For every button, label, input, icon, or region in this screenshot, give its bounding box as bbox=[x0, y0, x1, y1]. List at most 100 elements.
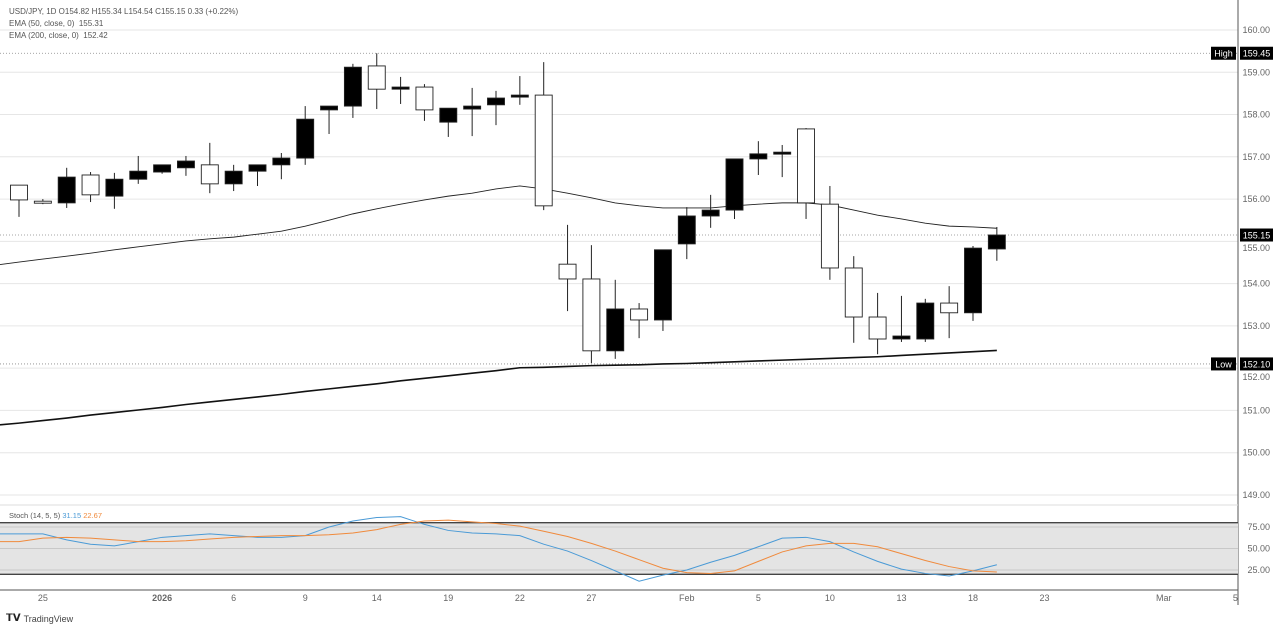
ema50-line-start bbox=[0, 261, 20, 266]
x-tick-label: Mar bbox=[1156, 593, 1172, 603]
candle-up bbox=[463, 105, 482, 110]
stoch-d-value: 22.67 bbox=[83, 511, 103, 520]
y-tick-label: 159.00 bbox=[1242, 67, 1270, 77]
low-tag-value: 152.10 bbox=[1243, 359, 1271, 369]
candle-up bbox=[987, 234, 1006, 250]
tradingview-footer: 𝗧𝗩 TradingView bbox=[6, 613, 73, 624]
candle-up bbox=[176, 160, 195, 169]
candle-up bbox=[654, 249, 672, 321]
candle-down bbox=[200, 164, 219, 185]
candle-up bbox=[487, 97, 505, 106]
low-label-text: Low bbox=[1215, 359, 1232, 369]
candle-up bbox=[272, 157, 291, 166]
ema200-value: 152.42 bbox=[83, 31, 108, 40]
x-tick-label: 5 bbox=[756, 593, 761, 603]
candle-down bbox=[844, 267, 863, 318]
x-tick-label: Feb bbox=[679, 593, 695, 603]
ema50-line bbox=[18, 185, 997, 263]
candle-up bbox=[916, 302, 935, 340]
y-tick-label: 151.00 bbox=[1242, 405, 1270, 415]
candle-up bbox=[701, 209, 720, 217]
y-tick-label: 155.00 bbox=[1242, 243, 1270, 253]
candle-up bbox=[129, 170, 148, 180]
x-tick-label: 14 bbox=[372, 593, 382, 603]
y-tick-label: 160.00 bbox=[1242, 25, 1270, 35]
candle-up bbox=[773, 151, 792, 155]
stoch-tick-label: 25.00 bbox=[1247, 565, 1270, 575]
candle-down bbox=[81, 174, 100, 196]
candle-down bbox=[10, 184, 28, 201]
x-tick-label: 10 bbox=[825, 593, 835, 603]
stoch-tick-label: 50.00 bbox=[1247, 544, 1270, 554]
x-tick-label: 5 bbox=[1233, 593, 1238, 603]
ema200-legend: EMA (200, close, 0) 152.42 bbox=[9, 31, 108, 40]
x-tick-label: 23 bbox=[1040, 593, 1050, 603]
brand-name: TradingView bbox=[23, 613, 74, 624]
stoch-d-line bbox=[0, 519, 997, 574]
candle-down bbox=[33, 200, 52, 204]
x-tick-label: 13 bbox=[896, 593, 906, 603]
x-tick-label: 9 bbox=[303, 593, 308, 603]
ema50-label: EMA (50, close, 0) bbox=[9, 19, 75, 28]
candle-up bbox=[510, 94, 529, 98]
last-price-tag bbox=[1240, 228, 1273, 242]
x-tick-label: 27 bbox=[586, 593, 596, 603]
candle-down bbox=[558, 263, 577, 280]
candle-up bbox=[439, 107, 458, 123]
stoch-label: Stoch (14, 5, 5) bbox=[9, 511, 61, 520]
y-tick-label: 154.00 bbox=[1242, 279, 1270, 289]
candle-up bbox=[296, 118, 315, 159]
candle-down bbox=[940, 302, 959, 314]
low-label-tag bbox=[1211, 357, 1236, 371]
candle-up bbox=[343, 66, 362, 107]
candle-up bbox=[105, 178, 124, 197]
ema200-label: EMA (200, close, 0) bbox=[9, 31, 79, 40]
y-tick-label: 153.00 bbox=[1242, 321, 1270, 331]
x-tick-label: 25 bbox=[38, 593, 48, 603]
stoch-legend: Stoch (14, 5, 5) 31.15 22.67 bbox=[9, 511, 102, 520]
candle-up bbox=[224, 170, 243, 185]
ema50-value: 155.31 bbox=[78, 19, 104, 28]
candle-down bbox=[367, 65, 386, 90]
candle-up bbox=[749, 153, 768, 160]
ema50-legend: EMA (50, close, 0) 155.31 bbox=[9, 19, 103, 28]
candle-up bbox=[248, 164, 267, 172]
high-tag bbox=[1240, 46, 1273, 60]
candle-up bbox=[153, 164, 172, 173]
candle-down bbox=[582, 278, 601, 352]
candle-up bbox=[606, 308, 625, 352]
high-tag-value: 159.45 bbox=[1243, 49, 1271, 59]
high-label-text: High bbox=[1214, 49, 1233, 59]
candle-down bbox=[630, 308, 649, 321]
x-tick-label: 2026 bbox=[152, 593, 172, 603]
y-tick-label: 157.00 bbox=[1242, 152, 1270, 162]
stoch-tick-label: 75.00 bbox=[1247, 522, 1270, 532]
candle-down bbox=[797, 128, 815, 204]
x-tick-label: 22 bbox=[515, 593, 525, 603]
candle-up bbox=[892, 335, 911, 340]
stoch-k-value: 31.15 bbox=[62, 511, 82, 520]
candle-down bbox=[868, 316, 887, 340]
candle-down bbox=[534, 94, 553, 207]
tradingview-logo-icon: 𝗧𝗩 bbox=[6, 613, 21, 624]
last-price-tag-value: 155.15 bbox=[1243, 231, 1271, 241]
x-tick-label: 18 bbox=[968, 593, 978, 603]
candle-down bbox=[415, 86, 434, 111]
low-tag bbox=[1240, 357, 1273, 371]
y-tick-label: 150.00 bbox=[1242, 448, 1270, 458]
ema200-line-start bbox=[0, 422, 20, 426]
stoch-k-line bbox=[0, 516, 997, 582]
candle-up bbox=[964, 247, 982, 314]
candle-up bbox=[725, 158, 744, 211]
y-tick-label: 156.00 bbox=[1242, 194, 1270, 204]
candle-up bbox=[57, 176, 76, 204]
ohlc-readout: USD/JPY, 1D O154.82 H155.34 L154.54 C155… bbox=[9, 7, 239, 16]
x-tick-label: 6 bbox=[231, 593, 236, 603]
y-tick-label: 149.00 bbox=[1242, 490, 1270, 500]
y-tick-label: 152.00 bbox=[1242, 372, 1270, 382]
candle-up bbox=[320, 105, 338, 111]
candle-up bbox=[677, 215, 696, 245]
y-tick-label: 158.00 bbox=[1242, 110, 1270, 120]
candle-up bbox=[391, 86, 410, 90]
